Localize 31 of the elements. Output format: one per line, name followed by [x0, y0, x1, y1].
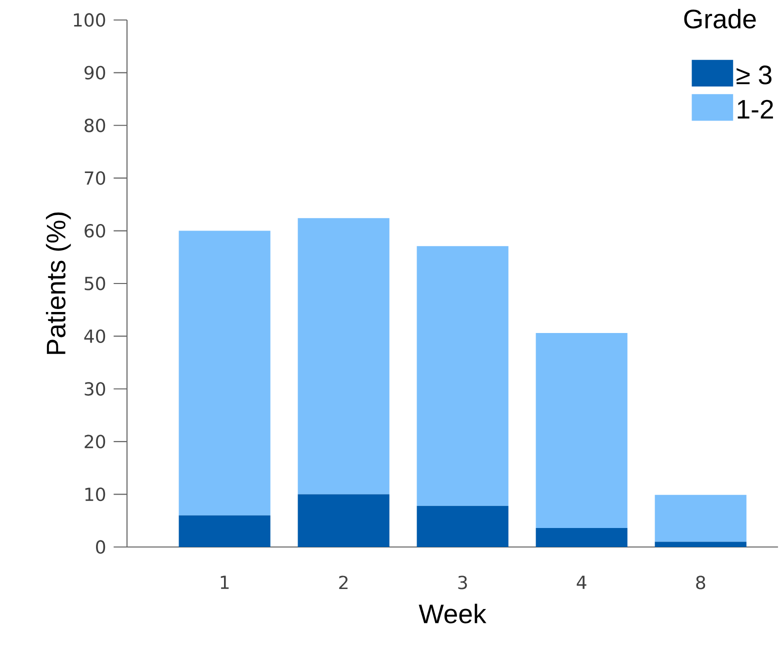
y-tick-label: 90 — [84, 66, 106, 80]
y-tick-label: 60 — [84, 224, 106, 238]
bar — [178, 230, 270, 516]
x-tick-label: 4 — [576, 576, 586, 589]
legend-label: 1-2 — [738, 100, 773, 118]
bar — [536, 333, 628, 528]
y-tick-label: 50 — [84, 276, 106, 290]
x-axis-title: Week — [418, 604, 486, 624]
bar — [178, 515, 270, 547]
bar — [536, 528, 628, 547]
y-tick-label: 20 — [84, 434, 106, 448]
y-tick-label: 70 — [84, 171, 106, 185]
bar — [298, 218, 390, 494]
y-tick-label: 40 — [84, 329, 106, 343]
bar — [416, 506, 508, 547]
bar — [416, 246, 508, 506]
bar — [654, 494, 746, 542]
legend-label: ≥ 3 — [736, 66, 772, 84]
x-tick-label: 1 — [220, 576, 229, 589]
y-tick-label: 0 — [96, 540, 106, 554]
bar — [298, 494, 390, 547]
y-tick-label: 10 — [85, 487, 106, 502]
bar — [654, 542, 746, 547]
y-tick-label: 100 — [74, 13, 106, 27]
legend-title: Grade — [684, 8, 756, 28]
x-tick-label: 3 — [458, 576, 467, 590]
x-tick-label: 8 — [696, 576, 706, 590]
y-tick-label: 30 — [84, 382, 106, 396]
y-tick-label: 80 — [84, 118, 106, 132]
y-axis-title: Patients (%) — [46, 212, 71, 354]
x-tick-label: 2 — [339, 576, 348, 590]
